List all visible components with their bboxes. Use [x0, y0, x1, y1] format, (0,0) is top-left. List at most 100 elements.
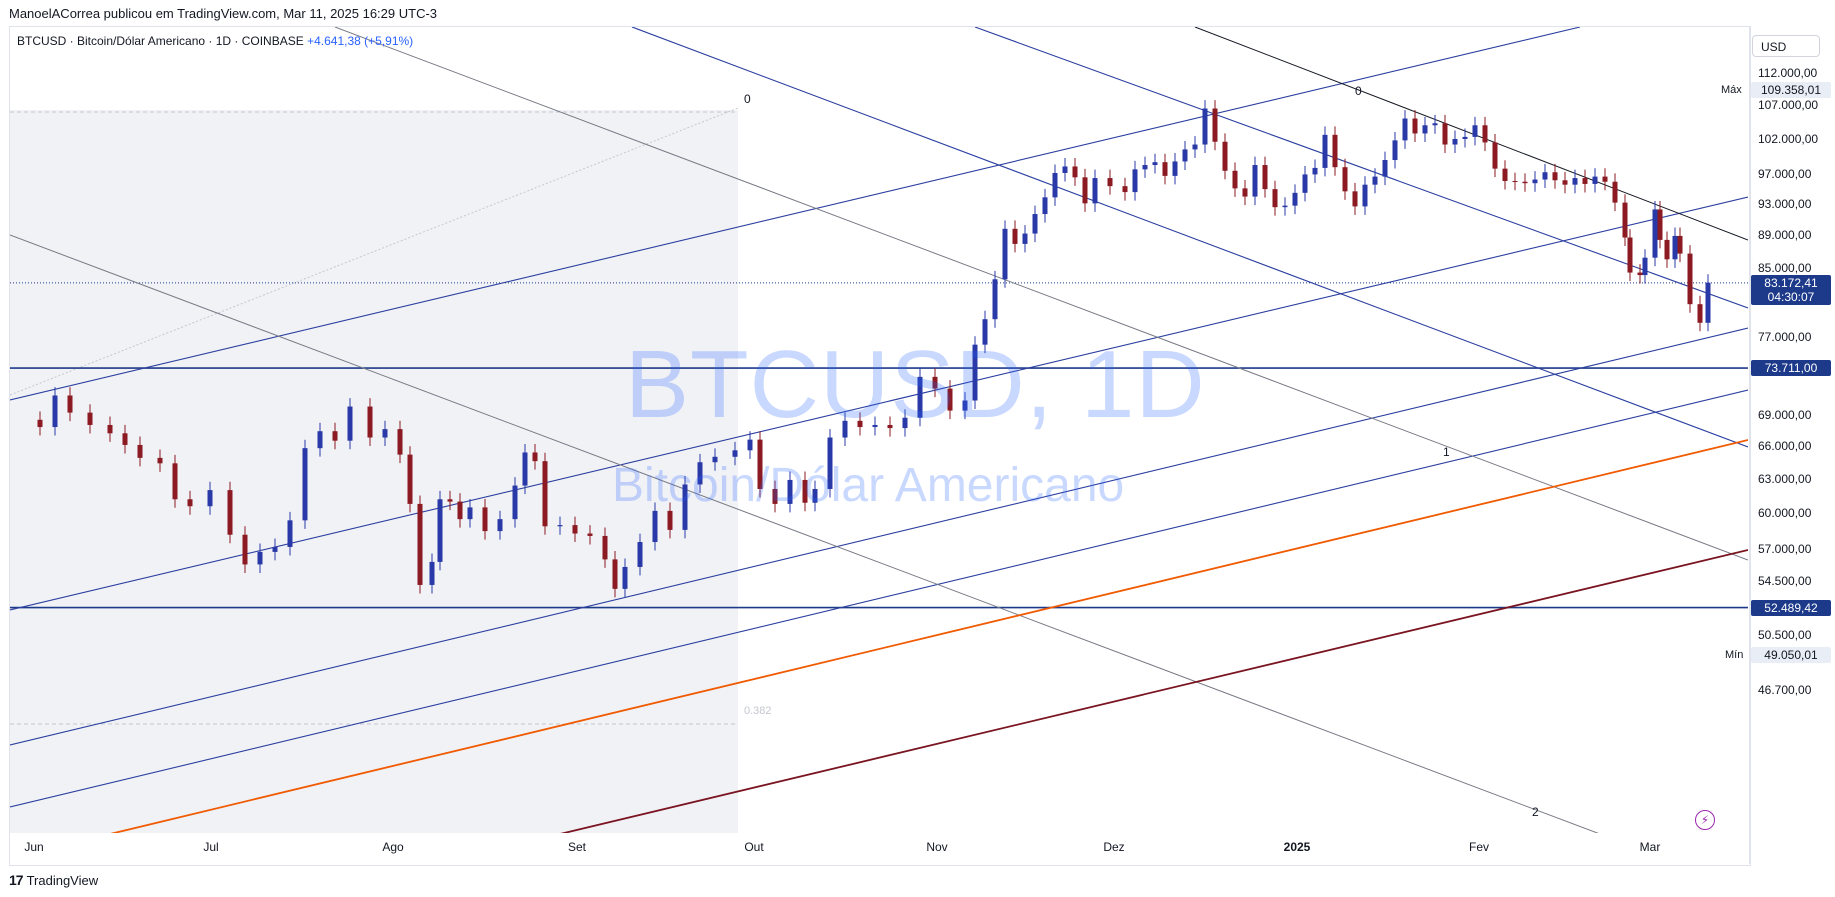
candle-body — [1622, 202, 1628, 238]
candle-body — [1122, 186, 1128, 193]
candle-body — [982, 319, 988, 345]
candle-body — [932, 376, 938, 389]
symbol-title: BTCUSD · Bitcoin/Dólar Americano · 1D · … — [17, 34, 304, 48]
fib-label: 2 — [1532, 805, 1539, 819]
countdown-timer: 04:30:07 — [1767, 289, 1815, 304]
fib-label: 0 — [744, 92, 751, 106]
candle-body — [1442, 123, 1448, 145]
candle-body — [1705, 282, 1711, 323]
candle-body — [1582, 178, 1588, 184]
candle-body — [1092, 178, 1098, 204]
price-label: 49.050,01 — [1751, 647, 1831, 664]
candle-body — [1462, 136, 1468, 139]
currency-selector[interactable]: USD — [1752, 35, 1820, 57]
candle-body — [272, 546, 278, 552]
trend-line[interactable] — [974, 27, 1748, 309]
candle-body — [972, 344, 978, 401]
candle-body — [1512, 180, 1518, 182]
candle-body — [227, 490, 233, 535]
price-tick: 77.000,00 — [1758, 330, 1812, 345]
candle-body — [992, 279, 998, 320]
brand-name: TradingView — [26, 872, 99, 888]
fib-trend-line[interactable] — [10, 234, 1600, 834]
chart-pane[interactable] — [9, 26, 1751, 866]
trend-line[interactable] — [10, 327, 1748, 746]
price-label: 52.489,42 — [1751, 599, 1831, 616]
candle-body — [1312, 167, 1318, 175]
candle-body — [1062, 166, 1068, 173]
symbol-legend: BTCUSD · Bitcoin/Dólar Americano · 1D · … — [17, 34, 413, 48]
fib-label: 0.382 — [744, 705, 772, 717]
candle-body — [1052, 172, 1058, 198]
candle-body — [407, 454, 413, 504]
price-tick: 57.000,00 — [1758, 542, 1812, 557]
candle-body — [437, 499, 443, 562]
candle-body — [87, 412, 93, 425]
candle-body — [1132, 169, 1138, 193]
candle-body — [1332, 134, 1338, 168]
candle-body — [1657, 209, 1663, 240]
candle-body — [842, 420, 848, 438]
candle-body — [1612, 181, 1618, 203]
candle-body — [802, 479, 808, 503]
candle-body — [107, 424, 113, 434]
candle-body — [1142, 165, 1148, 170]
candle-body — [887, 424, 893, 429]
trend-line[interactable] — [10, 389, 1748, 808]
price-tick: 89.000,00 — [1758, 228, 1812, 243]
candle-body — [257, 551, 263, 565]
candle-body — [1222, 141, 1228, 171]
price-tick: 102.000,00 — [1758, 131, 1819, 146]
candle-body — [1252, 165, 1258, 197]
candle-body — [1402, 118, 1408, 141]
candle-body — [1022, 233, 1028, 244]
price-tick: 85.000,00 — [1758, 260, 1812, 275]
price-scale[interactable] — [1749, 26, 1834, 864]
candle-body — [207, 490, 213, 507]
candle-body — [652, 510, 658, 543]
tradingview-brand[interactable]: 17 TradingView — [9, 872, 98, 888]
trend-line-orange[interactable] — [110, 439, 1748, 834]
publish-caption: ManoelACorrea publicou em TradingView.co… — [9, 6, 438, 21]
candle-body — [137, 444, 143, 458]
candle-body — [1552, 172, 1558, 181]
candle-body — [732, 450, 738, 457]
price-tick: 69.000,00 — [1758, 407, 1812, 422]
trend-line-maroon[interactable] — [560, 549, 1748, 834]
candle-body — [187, 499, 193, 507]
candle-body — [1602, 176, 1608, 182]
fib-trend-line[interactable] — [334, 27, 1748, 561]
price-tick: 46.700,00 — [1758, 683, 1812, 697]
candle-body — [1002, 228, 1008, 280]
candle-body — [532, 452, 538, 462]
candle-body — [1212, 108, 1218, 142]
trend-line[interactable] — [10, 27, 1581, 401]
price-label: 73.711,00 — [1751, 360, 1831, 377]
candle-body — [1362, 184, 1368, 207]
candle-body — [317, 431, 323, 449]
candle-body — [1672, 235, 1678, 260]
candle-body — [667, 510, 673, 530]
candle-body — [1652, 209, 1658, 258]
candle-body — [962, 400, 968, 411]
candle-body — [242, 534, 248, 565]
candle-body — [772, 488, 778, 504]
candle-body — [382, 429, 388, 438]
candle-body — [122, 433, 128, 445]
trend-line[interactable] — [10, 196, 1748, 611]
price-tick: 66.000,00 — [1758, 439, 1812, 453]
time-label: Jun — [24, 840, 44, 854]
candle-body — [1202, 108, 1208, 145]
candle-body — [1637, 272, 1643, 276]
trend-line[interactable] — [631, 27, 1748, 448]
candle-body — [1677, 235, 1683, 254]
candle-body — [827, 437, 833, 489]
lightning-icon[interactable]: ⚡ — [1695, 810, 1715, 830]
candle-body — [397, 429, 403, 455]
fib-trend-line[interactable] — [1194, 27, 1748, 241]
candle-body — [1012, 228, 1018, 244]
candle-body — [172, 463, 178, 500]
candle-body — [947, 388, 953, 411]
candle-body — [1664, 239, 1670, 260]
